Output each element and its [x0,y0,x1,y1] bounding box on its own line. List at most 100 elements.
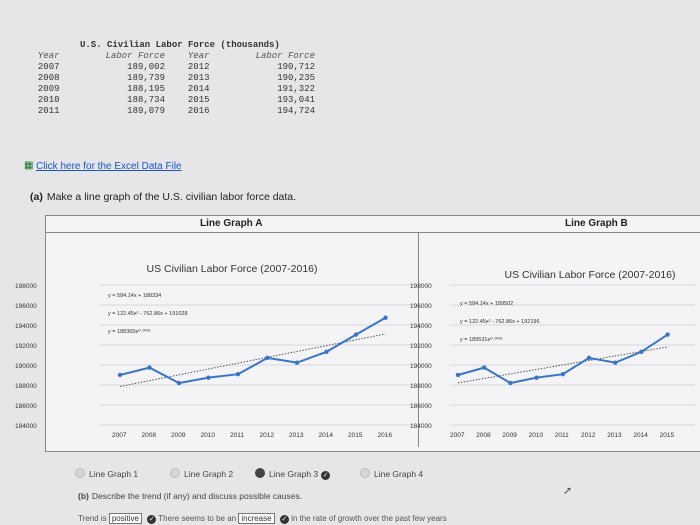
data-point [482,365,487,370]
x-tick-label: 2015 [348,432,363,439]
part-b-text: Describe the trend (if any) and discuss … [91,491,303,501]
y-tick-label: 188000 [410,383,432,390]
table-cell: 188,734 [127,95,165,105]
radio-label: Line Graph 2 [184,469,234,479]
data-point [265,355,270,361]
trend-direction-dropdown[interactable]: positive [108,513,142,524]
y-tick-label: 196000 [410,303,432,310]
trend-change-dropdown[interactable]: increase [238,513,275,524]
x-tick-label: 2016 [378,432,393,439]
excel-data-link[interactable]: Click here for the Excel Data File [36,161,182,172]
table-cell: 2007 [37,62,60,72]
table-cell: 191,322 [277,84,315,94]
x-tick-label: 2010 [529,432,544,439]
chart-title: US Civilian Labor Force (2007-2016) [505,269,676,281]
header-labor-force-2: Labor Force [255,51,315,61]
table-header-row: Year Labor Force Year Labor Force [18,51,318,62]
radio-dot-icon [360,468,370,478]
data-point [586,355,592,361]
data-point [534,375,539,380]
part-a-label: (a) [30,191,43,203]
data-point [353,332,359,337]
radio-dot-selected-icon [255,468,265,478]
y-tick-label: 190000 [15,363,37,370]
linear-trendline [457,346,668,384]
y-tick-label: 194000 [15,323,37,330]
data-point [383,315,388,320]
trendline-equation: y = 189531e⁰·⁰⁰³ˣ [460,336,503,343]
table-cell: 193,041 [277,95,315,105]
x-tick-label: 2014 [633,432,648,439]
table-row: 2008 189,739 2013 190,235 [18,73,318,84]
excel-file-icon[interactable]: ▦ [24,160,34,171]
table-cell: 2015 [187,95,210,105]
table-cell: 2009 [37,84,60,94]
y-tick-label: 184000 [15,423,37,430]
trendline-equation: y = 122.45x² - 762.86x + 192196 [460,319,540,325]
header-year-1: Year [37,51,60,61]
x-tick-label: 2011 [555,432,569,439]
radio-label: Line Graph 3 [269,469,319,479]
table-cell: 2016 [187,106,210,116]
correct-check-icon: ✓ [147,515,157,524]
table-cell: 2011 [37,106,60,116]
table-row: 2011 189,079 2016 194,724 [18,106,318,117]
x-tick-label: 2014 [319,432,334,439]
x-tick-label: 2008 [476,432,491,439]
data-point [117,372,123,378]
tab-line-graph-b[interactable]: Line Graph B [565,218,628,229]
data-point [508,380,513,386]
data-point [176,380,182,386]
radio-label: Line Graph 4 [374,469,424,479]
radio-line-graph-3[interactable]: Line Graph 3 ✓ [255,468,331,480]
table-row: 2009 188,195 2014 191,322 [18,84,318,95]
linear-trendline [119,333,386,387]
data-point [639,349,644,354]
trendline-equation: y = 122.45x² - 762.86x + 191028 [108,311,188,317]
x-tick-label: 2013 [289,432,304,439]
radio-line-graph-4[interactable]: Line Graph 4 [360,468,423,479]
tab-line-graph-a[interactable]: Line Graph A [200,218,263,229]
table-cell: 190,712 [277,62,315,72]
x-tick-label: 2015 [660,432,675,439]
y-tick-label: 192000 [410,343,432,350]
x-tick-label: 2011 [230,432,244,439]
table-row: 2010 188,734 2015 193,041 [18,95,318,106]
x-tick-label: 2012 [260,432,275,439]
y-tick-label: 190000 [410,363,432,370]
x-tick-label: 2013 [607,432,622,439]
correct-check-icon: ✓ [321,471,331,480]
table-cell: 189,079 [127,106,165,116]
question-part-b: (b) Describe the trend (if any) and discu… [78,491,302,501]
header-year-2: Year [187,51,210,61]
question-part-a: (a) Make a line graph of the U.S. civilia… [30,191,296,203]
radio-line-graph-1[interactable]: Line Graph 1 [75,468,138,479]
radio-dot-icon [170,468,180,478]
table-cell: 2013 [187,73,210,83]
radio-line-graph-2[interactable]: Line Graph 2 [170,468,233,479]
x-tick-label: 2007 [112,432,127,439]
graph-panel [45,215,700,452]
data-point [206,375,211,380]
y-tick-label: 196000 [15,303,37,310]
table-cell: 2012 [187,62,210,72]
table-cell: 188,195 [127,84,165,94]
x-tick-label: 2009 [502,432,517,439]
table-cell: 2008 [37,73,60,83]
series-line [119,316,386,385]
trendline-equation: y = 584.14x + 189502 [460,301,513,307]
tab-divider-line [45,232,700,233]
table-cell: 190,235 [277,73,315,83]
data-point [613,360,618,365]
y-tick-label: 192000 [15,343,37,350]
data-point [294,360,300,365]
y-tick-label: 198000 [410,283,432,290]
labor-force-table: Year Labor Force Year Labor Force 2007 1… [18,51,318,117]
trend-prefix: Trend is [78,514,107,523]
trendline-equation: y = 584.14x + 188334 [108,293,161,299]
trendline-equation: y = 188365e⁰·⁰⁰³ˣ [108,328,151,335]
data-point [665,332,670,337]
x-tick-label: 2012 [581,432,596,439]
table-row: 2007 189,002 2012 190,712 [18,62,318,73]
